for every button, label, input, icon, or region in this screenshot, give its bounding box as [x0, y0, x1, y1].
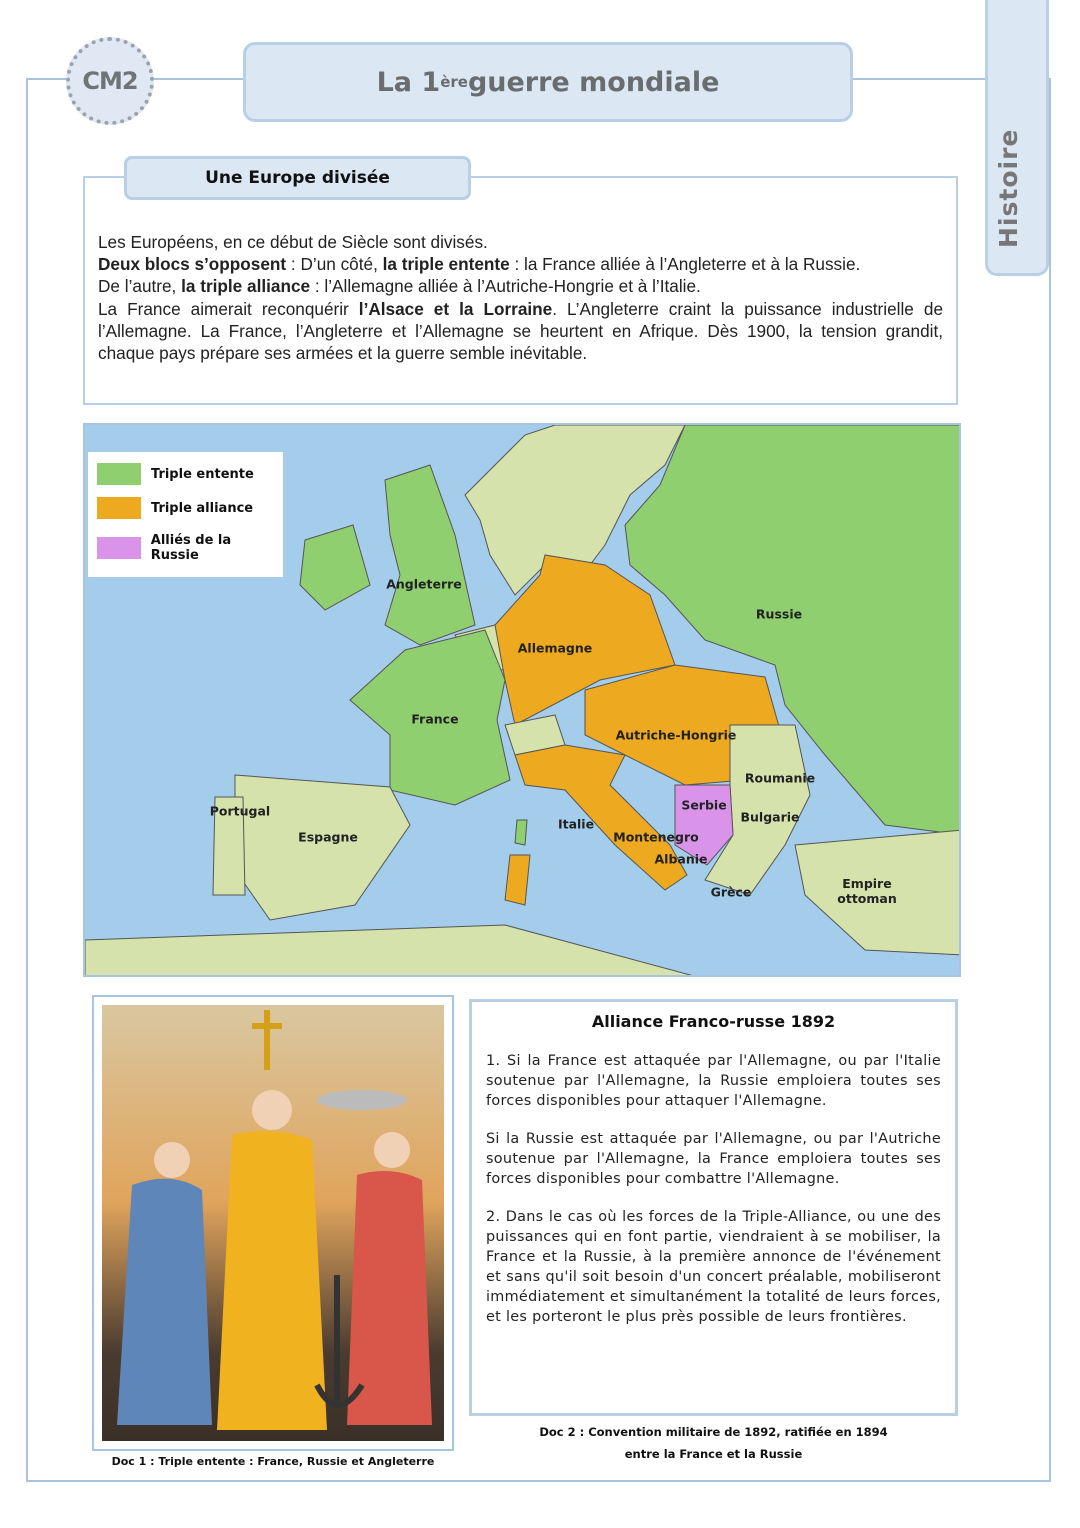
map-label: France [411, 711, 459, 727]
map-label: Autriche-Hongrie [615, 727, 737, 743]
corsica [514, 819, 528, 846]
bold-text: l’Alsace et la Lorraine [358, 298, 553, 319]
figure-head-right [374, 1132, 410, 1168]
title-sup: ère [440, 73, 468, 91]
bold-text: Deux blocs s’opposent [98, 254, 287, 275]
legend-swatch [97, 463, 141, 485]
allegory-illustration [102, 1005, 444, 1441]
scandinavia [464, 425, 686, 596]
europe-map: Triple entente Triple alliance Alliés de… [83, 423, 961, 977]
spain [234, 774, 411, 921]
text: . L’Angleterre craint la puissance indus… [98, 298, 944, 364]
cross [264, 1010, 270, 1070]
doc1-painting [92, 995, 454, 1451]
ireland [299, 524, 371, 611]
legend-item: Alliés de la Russie [97, 533, 283, 563]
ottoman [794, 829, 959, 956]
bold-text: la triple entente [382, 254, 510, 275]
figure-left [117, 1178, 212, 1425]
map-label: Espagne [298, 829, 358, 845]
map-label: Albanie [654, 851, 708, 867]
doc2-box: Alliance Franco-russe 1892 1. Si la Fran… [469, 999, 958, 1416]
text: : D’un côté, [286, 254, 383, 275]
doc1-caption: Doc 1 : Triple entente : France, Russie … [111, 1455, 435, 1468]
section-text: Les Européens, en ce début de Siècle son… [98, 231, 943, 364]
anchor [314, 1275, 365, 1408]
doc2-paragraph: 1. Si la France est attaquée par l'Allem… [486, 1053, 941, 1109]
subject-label: Histoire [994, 128, 1023, 248]
cross-bar [252, 1023, 282, 1029]
map-label: Empire ottoman [837, 876, 897, 906]
text: : la France alliée à l’Angleterre et à l… [509, 254, 861, 275]
map-label: Allemagne [517, 640, 593, 656]
bold-text: la triple alliance [181, 276, 311, 297]
figure-center [217, 1131, 327, 1430]
legend-label: Alliés de la Russie [150, 533, 232, 563]
painting-figures [117, 1010, 432, 1430]
level-badge: CM2 [66, 37, 154, 125]
map-label: Montenegro [613, 829, 699, 845]
text: La France aimerait reconquérir [98, 298, 359, 319]
text: : l’Allemagne alliée à l’Autriche-Hongri… [310, 276, 701, 297]
legend-label: Triple alliance [151, 500, 254, 516]
doc2-title: Alliance Franco-russe 1892 [591, 1012, 836, 1031]
doc2-caption-line: entre la France et la Russie [624, 1447, 803, 1461]
map-label: Russie [755, 606, 803, 622]
title-suffix: guerre mondiale [467, 66, 720, 98]
paragraph: Deux blocs s’opposent : D’un côté, la tr… [98, 253, 943, 275]
map-shapes [85, 425, 959, 975]
russia [624, 425, 959, 835]
page-title: La 1 ère guerre mondiale [243, 42, 853, 122]
uk [384, 464, 476, 646]
doc2-paragraph: 2. Dans le cas où les forces de la Tripl… [486, 1209, 941, 1325]
figure-right [347, 1171, 432, 1425]
map-label: Bulgarie [740, 809, 800, 825]
paragraph: Les Européens, en ce début de Siècle son… [98, 232, 488, 252]
serbia [674, 784, 734, 866]
legend-swatch [97, 537, 141, 559]
section-title: Une Europe divisée [124, 156, 471, 200]
figure-head-center [252, 1090, 292, 1130]
map-label: Roumanie [744, 770, 816, 786]
legend-swatch [97, 497, 141, 519]
map-label: Angleterre [386, 576, 462, 592]
map-label: Portugal [209, 803, 271, 819]
map-label: Grèce [710, 884, 752, 900]
map-legend: Triple entente Triple alliance Alliés de… [88, 452, 283, 577]
germany [494, 554, 676, 726]
doc2-caption-line: Doc 2 : Convention militaire de 1892, ra… [539, 1425, 888, 1439]
zeppelin [317, 1090, 407, 1110]
paragraph: De l’autre, la triple alliance : l’Allem… [98, 275, 943, 297]
legend-item: Triple alliance [97, 497, 253, 519]
figure-head-left [154, 1142, 190, 1178]
paragraph: La France aimerait reconquérir l’Alsace … [98, 298, 943, 365]
subject-tab: Histoire [985, 0, 1049, 276]
map-label: Serbie [681, 797, 727, 813]
page-frame-right [1049, 78, 1051, 1482]
title-prefix: La 1 [376, 66, 441, 98]
portugal [212, 796, 246, 896]
africa [85, 924, 693, 975]
france [349, 629, 511, 806]
map-label: Italie [557, 816, 595, 832]
text: De l’autre, [98, 276, 182, 297]
doc2-paragraph: Si la Russie est attaquée par l'Allemagn… [486, 1131, 941, 1187]
italy [514, 744, 688, 891]
sardinia [504, 854, 531, 906]
section-box [83, 176, 958, 405]
doc2-caption: Doc 2 : Convention militaire de 1892, ra… [469, 1421, 958, 1465]
legend-item: Triple entente [97, 463, 254, 485]
legend-label: Triple entente [151, 466, 254, 482]
